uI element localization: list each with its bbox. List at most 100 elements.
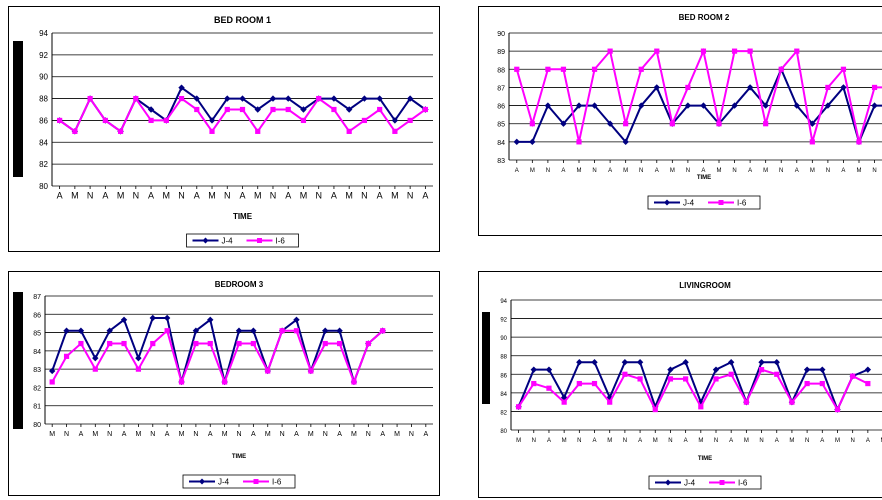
x-tick-label: A [547,438,551,444]
x-tick-label: M [179,431,185,438]
x-tick-label: A [422,191,428,201]
data-point [758,367,765,373]
legend [182,474,296,489]
x-axis-label: TIME [697,175,711,181]
side-bar [13,292,23,429]
data-point [575,102,583,109]
data-point [728,371,734,377]
x-tick-label: N [732,168,736,174]
data-point [235,327,243,334]
data-point [683,376,689,382]
x-tick-label: A [285,191,291,201]
chart-title: LIVINGROOM [679,281,731,290]
data-point [871,84,878,91]
x-axis-label: TIME [232,454,246,460]
data-point [365,340,371,347]
data-point [607,399,613,405]
data-point [121,340,127,347]
data-point [163,117,169,124]
data-point [133,95,139,102]
x-tick-label: M [670,168,675,174]
data-point [269,95,277,102]
chart-bedroom-1: BED ROOM 1 80 82 84 86 88 90 92 94 A M N A M N A M N A M N A M… [8,6,440,252]
y-tick-label: 82 [39,160,48,169]
data-point [864,366,872,373]
x-tick-label: M [835,438,840,444]
x-tick-label: A [515,168,519,174]
x-tick-label: M [744,438,749,444]
data-point [406,95,414,102]
x-tick-label: N [532,438,536,444]
data-point [346,128,352,134]
data-point [193,95,200,102]
data-point [731,48,738,54]
data-point [361,117,368,124]
data-point [731,102,738,109]
data-point [102,117,108,124]
x-tick-label: N [759,438,763,444]
x-tick-label: A [701,168,705,174]
data-point [591,359,598,366]
legend-marker [253,479,259,484]
data-point [531,380,537,387]
legend-marker [665,479,671,486]
data-point [773,359,780,366]
x-tick-label: A [294,431,299,438]
data-point [322,340,328,347]
x-tick-label: A [208,431,213,438]
x-tick-label: N [623,438,627,444]
x-tick-label: M [222,431,228,438]
data-point [293,316,300,323]
x-tick-label: M [92,431,98,438]
data-point [743,399,749,405]
data-point [685,84,691,91]
y-tick-label: 92 [500,318,507,324]
data-point [700,102,707,109]
data-point [57,117,63,124]
y-tick-label: 83 [33,367,41,374]
series-line [517,360,869,413]
data-point [825,84,831,91]
x-tick-label: N [107,431,112,438]
data-point [422,106,428,113]
x-tick-label: N [361,191,368,201]
y-tick-label: 82 [33,385,41,392]
data-point [758,359,765,366]
legend [648,475,762,490]
data-point [623,121,629,127]
data-point [72,128,78,134]
x-tick-label: N [280,431,285,438]
data-point [148,117,154,124]
data-point [698,404,704,410]
data-point [871,102,878,109]
data-point [682,359,689,366]
chart-svg: LIVINGROOM 80 82 84 86 88 90 92 94 M N A M N A M N A M N A M N… [482,281,882,490]
data-point [250,327,257,334]
data-point [546,385,552,391]
y-tick-label: 87 [497,85,505,92]
data-point [774,371,780,377]
x-tick-label: A [729,438,733,444]
y-tick-label: 92 [39,51,48,60]
x-axis-label: TIME [233,212,253,221]
x-tick-label: M [607,438,612,444]
data-point [92,354,99,362]
x-tick-label: M [763,168,768,174]
y-tick-label: 84 [500,392,507,398]
x-tick-label: M [208,191,216,201]
chart-livingroom: LIVINGROOM 80 82 84 86 88 90 92 94 M N A M N A M N A M N A M N… [478,271,882,498]
x-tick-label: N [779,168,783,174]
data-point [560,120,567,127]
data-point [746,84,754,91]
data-point [236,340,242,347]
x-tick-label: N [686,168,690,174]
data-point [149,314,156,322]
data-point [763,121,769,127]
x-tick-label: M [117,191,125,201]
x-tick-label: A [57,191,63,201]
x-tick-label: N [639,168,643,174]
x-tick-label: N [805,438,809,444]
data-point [669,121,675,127]
data-point [407,117,413,124]
legend-marker [718,200,724,205]
